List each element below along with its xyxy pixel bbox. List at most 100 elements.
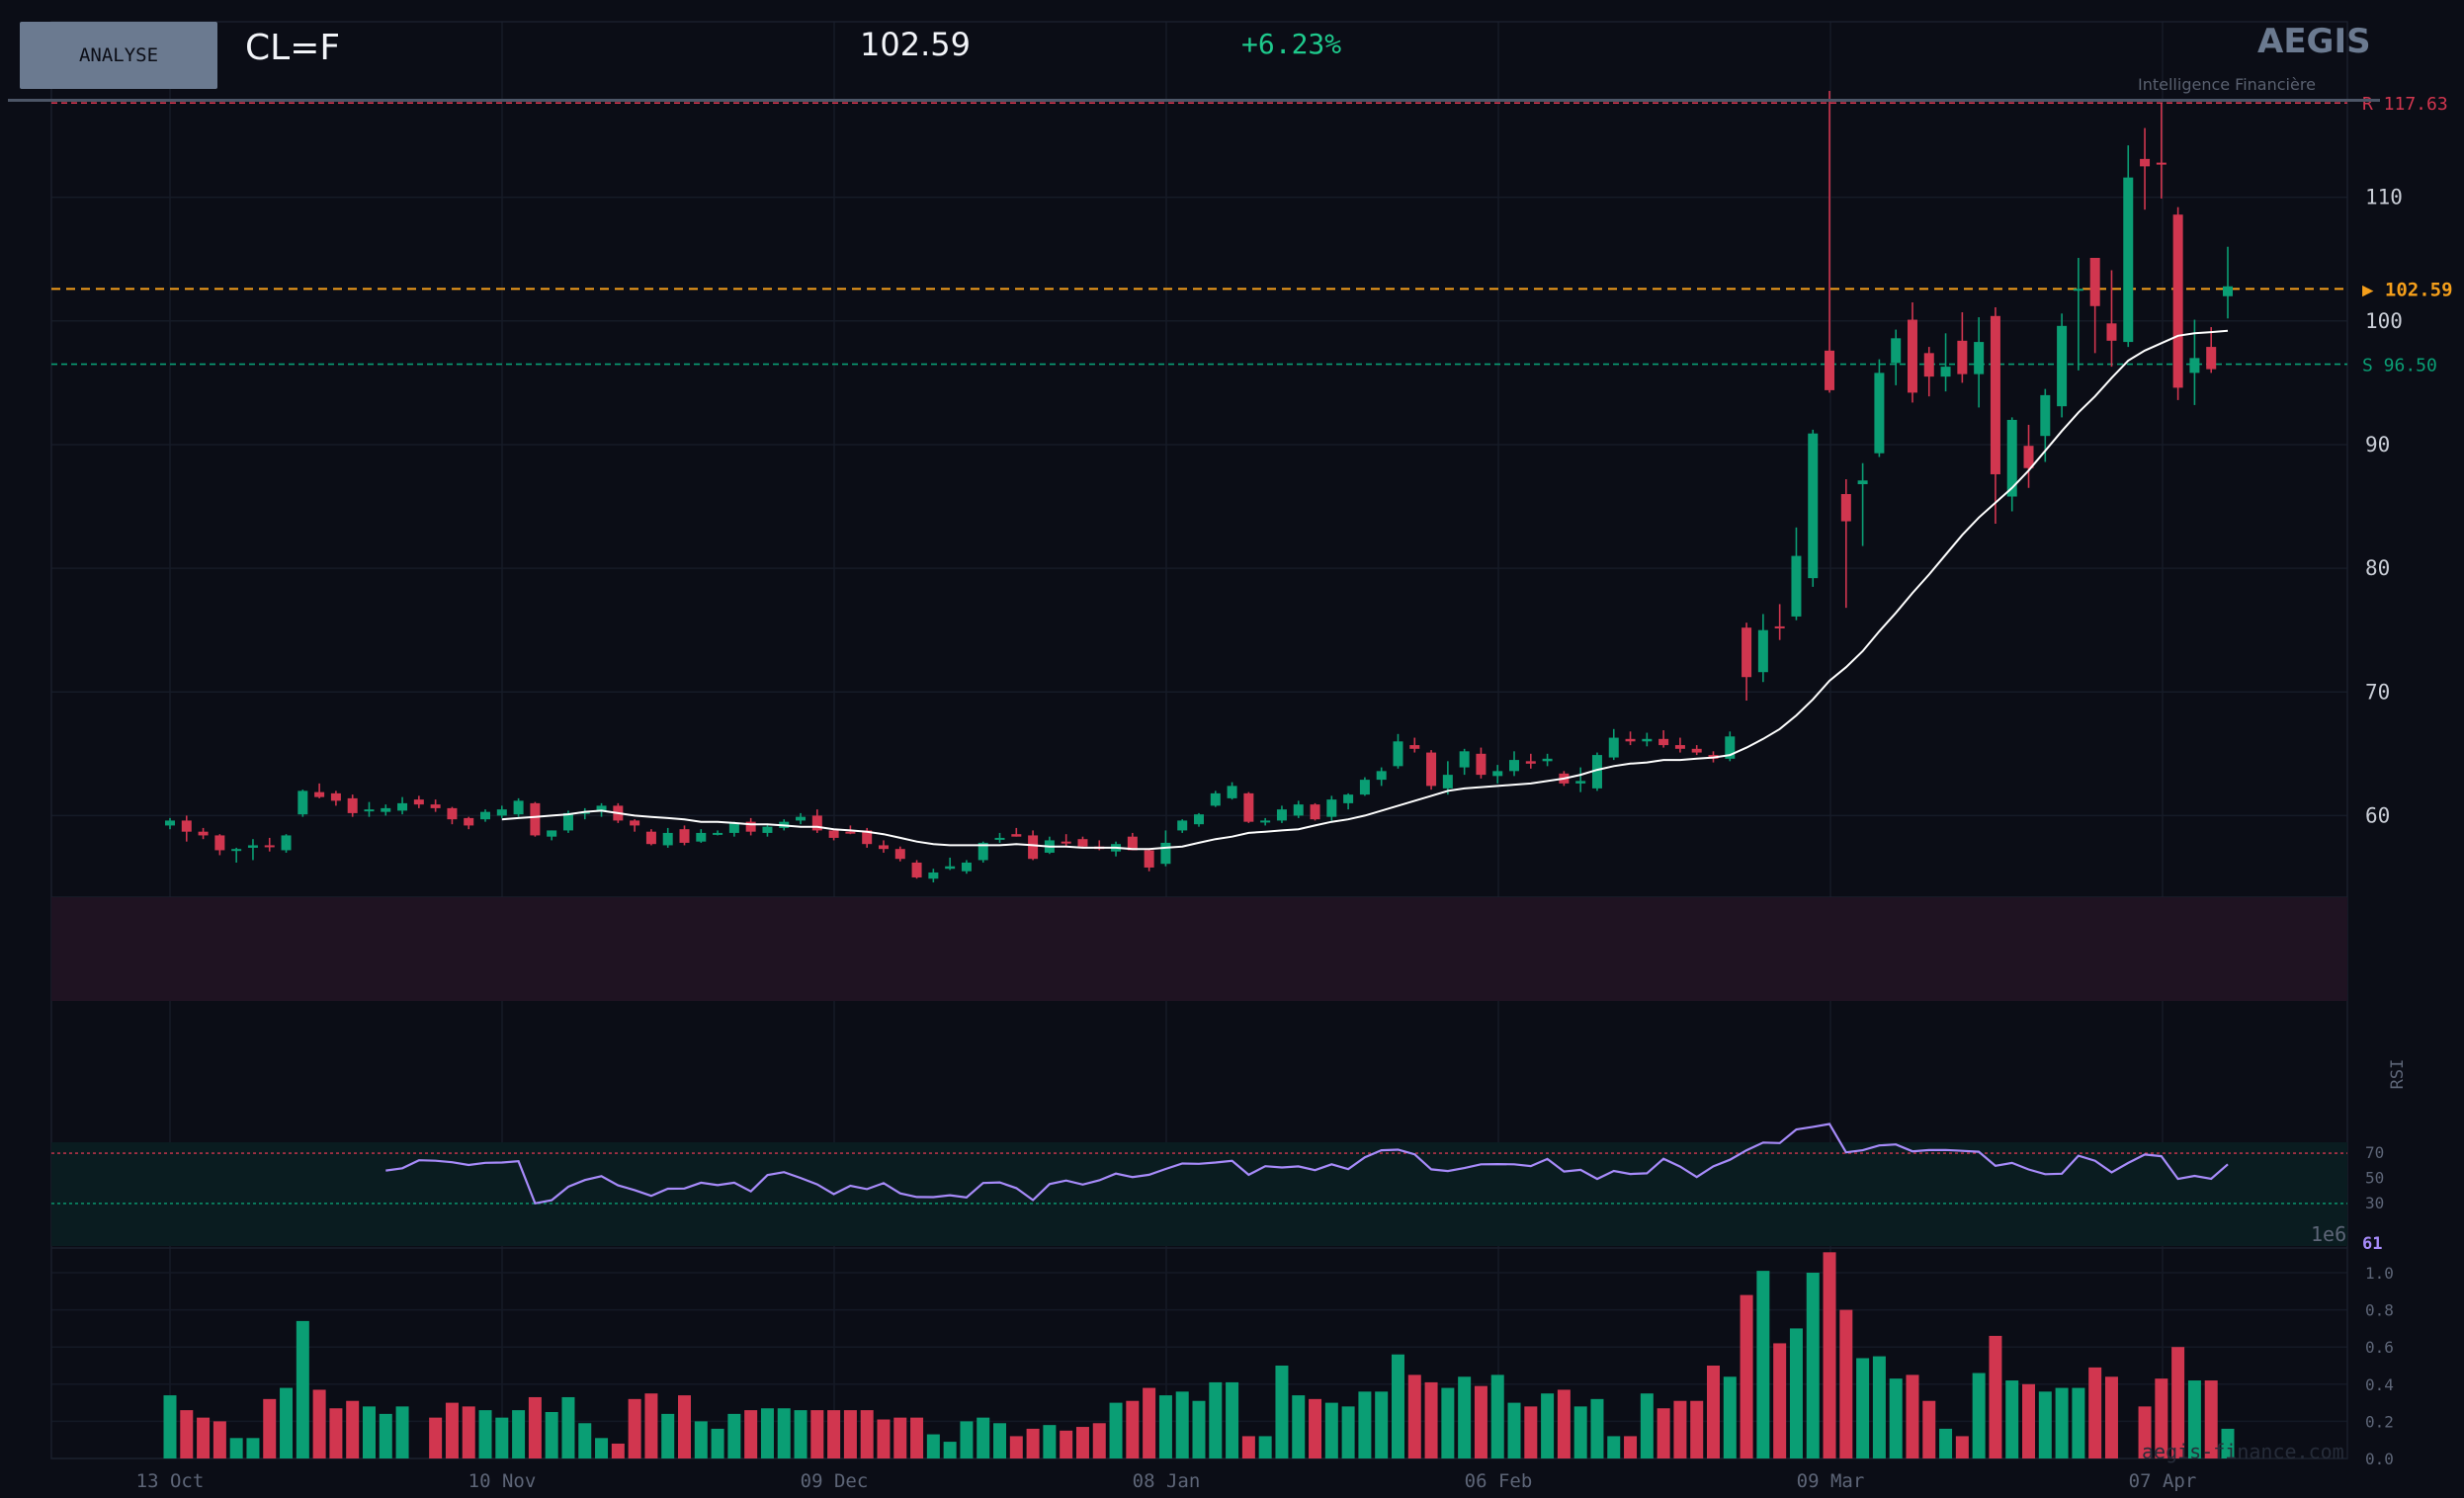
volume-bar	[1209, 1381, 1223, 1458]
volume-bar	[960, 1421, 974, 1458]
volume-bar	[1060, 1430, 1073, 1458]
candle-body	[1210, 792, 1221, 806]
volume-bar	[1955, 1436, 1969, 1458]
candle-body	[1326, 799, 1337, 817]
volume-bar	[1740, 1294, 1753, 1458]
candle-body	[696, 832, 707, 842]
candle-body	[1642, 738, 1653, 742]
axes: 13 Oct 10 Nov 09 Dec 08 Jan 06 Feb 09 Mar 07 A…	[136, 94, 2453, 1492]
candle-body	[1061, 841, 1071, 844]
price-tick-label: 100	[2365, 309, 2403, 333]
candle-body	[2223, 286, 2233, 296]
candle-body	[811, 815, 822, 831]
x-tick-label: 13 Oct	[136, 1470, 205, 1492]
candle-body	[845, 831, 856, 834]
analyse-button[interactable]: ANALYSE	[20, 22, 217, 89]
x-tick-label: 08 Jan	[1133, 1470, 1201, 1492]
candle-body	[2073, 289, 2083, 291]
volume-bar	[229, 1438, 243, 1458]
candle-body	[1442, 775, 1453, 789]
volume-bar	[180, 1410, 194, 1458]
volume-bar	[727, 1413, 741, 1458]
volume-bar	[1026, 1428, 1040, 1458]
candle-body	[1509, 760, 1520, 772]
price-tick-label: 90	[2365, 433, 2390, 457]
candle-body	[2006, 419, 2017, 497]
candle-body	[165, 820, 175, 826]
volume-bar	[1143, 1387, 1156, 1458]
candle-body	[828, 830, 839, 838]
candle-body	[264, 845, 275, 848]
volume-tick-label: 0.0	[2365, 1450, 2394, 1468]
candle-body	[679, 829, 690, 843]
candle-body	[314, 791, 325, 797]
candle-body	[1757, 629, 1768, 673]
candle-body	[894, 849, 905, 860]
volume-bar	[694, 1421, 708, 1458]
candle-body	[762, 826, 773, 833]
candle-body	[1542, 758, 1553, 762]
candle-body	[1940, 367, 1951, 377]
candle-body	[413, 799, 424, 805]
candle-body	[1409, 745, 1420, 749]
candle-body	[1160, 842, 1171, 865]
current-price: 102.59	[860, 26, 971, 63]
candle-body	[562, 812, 573, 831]
candle-body	[247, 845, 258, 848]
volume-bar	[1043, 1425, 1057, 1458]
volume-bar	[1872, 1356, 1886, 1458]
candle-body	[1077, 839, 1088, 847]
candle-body	[2206, 347, 2217, 370]
volume-bar	[2155, 1378, 2168, 1458]
candle-body	[1825, 350, 1835, 390]
x-tick-label: 09 Mar	[1797, 1470, 1865, 1492]
candle-body	[878, 845, 889, 850]
volume-bar	[212, 1421, 226, 1458]
volume-bar	[744, 1410, 758, 1458]
candle-body	[430, 804, 441, 808]
volume-bar	[1292, 1395, 1306, 1458]
volume-bar	[2138, 1406, 2152, 1458]
candle-body	[1260, 820, 1271, 823]
volume-bar	[810, 1410, 824, 1458]
candle-body	[1575, 781, 1586, 784]
x-tick-label: 09 Dec	[801, 1470, 869, 1492]
candle-body	[2123, 177, 2134, 343]
candle-body	[977, 842, 988, 861]
candle-body	[1990, 315, 2000, 474]
volume-tick-label: 0.4	[2365, 1375, 2394, 1394]
volume-bar	[926, 1434, 940, 1458]
x-tick-label: 06 Feb	[1465, 1470, 1533, 1492]
volume-bar	[843, 1410, 857, 1458]
candle-body	[1177, 820, 1188, 831]
volume-bar	[1391, 1354, 1404, 1458]
volume-bar	[628, 1398, 641, 1458]
candle-body	[397, 802, 408, 811]
candle-body	[994, 837, 1005, 840]
candle-body	[480, 811, 491, 820]
volume-bar	[545, 1412, 558, 1458]
volume-bar	[1557, 1389, 1571, 1458]
volume-bar	[595, 1438, 609, 1458]
candle-body	[2023, 446, 2034, 468]
volume-bar	[561, 1396, 575, 1458]
volume-bar	[877, 1419, 891, 1458]
volume-bar	[1524, 1406, 1538, 1458]
candle-body	[1459, 751, 1470, 768]
candle-body	[1127, 836, 1138, 851]
volume-bar	[2187, 1380, 2201, 1458]
candle-body	[1144, 850, 1154, 868]
candle-body	[198, 831, 209, 836]
volume-bar	[1756, 1271, 1770, 1458]
volume-bar	[1989, 1335, 2002, 1458]
volume-bar	[711, 1428, 724, 1458]
candle-body	[1857, 480, 1868, 484]
candle-body	[231, 849, 242, 852]
volume-tick-label: 0.8	[2365, 1301, 2394, 1320]
volume-bar	[2104, 1376, 2118, 1458]
volume-bar	[495, 1417, 509, 1458]
candle-body	[1774, 625, 1785, 628]
volume-bar	[1458, 1376, 1472, 1458]
volume-bar	[1441, 1387, 1455, 1458]
x-tick-label: 07 Apr	[2129, 1470, 2197, 1492]
